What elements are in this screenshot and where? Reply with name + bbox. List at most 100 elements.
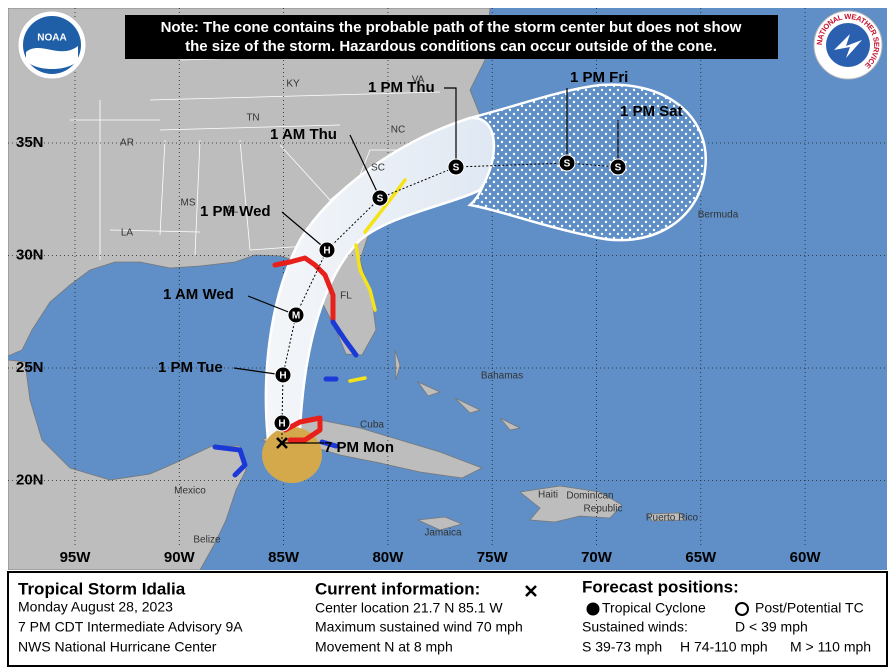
- region-label: Jamaica: [424, 528, 462, 539]
- region-label: Dominican: [566, 491, 613, 502]
- region-label: Bahamas: [481, 371, 523, 382]
- forecast-symbol: S: [615, 163, 622, 174]
- tropical-storm-warning: [319, 439, 339, 449]
- legend-post-symbol: [735, 602, 749, 616]
- legend-post: Post/Potential TC: [755, 600, 864, 616]
- land-mexico: [8, 359, 247, 570]
- forecast-point: [318, 241, 336, 259]
- current-line: Maximum sustained wind 70 mph: [315, 619, 523, 635]
- forecast-point: [273, 414, 291, 432]
- region-label: Republic: [584, 504, 623, 515]
- storm-line: NWS National Hurricane Center: [18, 639, 217, 655]
- forecast-track: 7 PM Mon H H 1 PM Tue M 1 AM Wed H 1 PM Wed S 1 A…: [158, 69, 683, 456]
- region-label: AL: [226, 205, 239, 216]
- hurricane-warning: [282, 415, 323, 443]
- label-leader: [444, 87, 457, 167]
- region-label: Bermuda: [698, 210, 739, 221]
- forecast-point: [371, 189, 389, 207]
- forecast-time: 1 AM Thu: [270, 126, 337, 143]
- legend-d: D < 39 mph: [735, 619, 808, 635]
- note-box: [125, 15, 778, 59]
- longitude-label: 65W: [685, 549, 717, 566]
- longitude-label: 75W: [477, 549, 509, 566]
- forecast-point: [558, 154, 576, 172]
- note-line: the size of the storm. Hazardous conditi…: [185, 38, 717, 55]
- legend-h: H 74-110 mph: [680, 639, 768, 655]
- forecast-symbol: M: [292, 311, 300, 322]
- region-label: Belize: [193, 535, 221, 546]
- land-puerto-rico: [647, 512, 687, 522]
- region-label: MS: [181, 198, 196, 209]
- legend-m: M > 110 mph: [790, 639, 871, 655]
- label-leader: [349, 134, 381, 199]
- info-panel: [7, 571, 888, 667]
- forecast-point: [447, 158, 465, 176]
- region-label: LA: [121, 228, 134, 239]
- latitude-label: 30N: [16, 246, 44, 263]
- storm-title: Tropical Storm Idalia: [18, 579, 186, 598]
- forecast-symbol: S: [453, 163, 460, 174]
- graticule: 35N 30N 25N 20N 95W 90W 85W 80W 75W 70W 65W 60W: [8, 8, 887, 566]
- forecast-symbol: H: [323, 246, 330, 257]
- tropical-storm-warning: [212, 444, 248, 478]
- region-label: AR: [120, 138, 134, 149]
- warnings: [212, 178, 407, 478]
- storm-line: 7 PM CDT Intermediate Advisory 9A: [18, 619, 243, 635]
- land-bahamas: [394, 349, 522, 431]
- note-line: Note: The cone contains the probable pat…: [161, 19, 742, 36]
- longitude-label: 90W: [164, 549, 196, 566]
- region-label: SC: [371, 163, 385, 174]
- latitude-label: 20N: [16, 471, 44, 488]
- tropical-storm-warning: [330, 319, 359, 358]
- region-label: TN: [246, 113, 259, 124]
- forecast-time: 1 PM Fri: [570, 69, 628, 86]
- forecast-time: 1 PM Wed: [200, 203, 271, 220]
- legend-s: S 39-73 mph: [582, 639, 662, 655]
- legend-winds: Sustained winds:: [582, 619, 688, 635]
- forecast-symbol: H: [278, 419, 285, 430]
- forecast-time: 1 PM Sat: [620, 103, 683, 120]
- forecast-time: 1 PM Tue: [158, 359, 223, 376]
- region-label: Puerto Rico: [646, 513, 699, 524]
- map-area: 35N 30N 25N 20N 95W 90W 85W 80W 75W 70W 65W 60W KY V…: [8, 8, 887, 570]
- forecast-symbol: S: [564, 159, 571, 170]
- longitude-label: 85W: [268, 549, 300, 566]
- noaa-logo: NOAA: [17, 10, 87, 80]
- forecast-time: 7 PM Mon: [324, 439, 394, 456]
- region-label: FL: [340, 291, 352, 302]
- longitude-label: 80W: [372, 549, 404, 566]
- legend-tropical: Tropical Cyclone: [602, 600, 706, 616]
- longitude-label: 70W: [581, 549, 613, 566]
- watch: [348, 376, 367, 383]
- region-label: KY: [286, 79, 300, 90]
- current-line: Center location 21.7 N 85.1 W: [315, 600, 503, 616]
- legend-title: Forecast positions:: [582, 577, 739, 596]
- storm-line: Monday August 28, 2023: [18, 599, 173, 615]
- region-label: NC: [391, 125, 405, 136]
- forecast-point: [287, 306, 305, 324]
- forecast-point: [609, 158, 627, 176]
- forecast-symbol: S: [377, 194, 384, 205]
- land-jamaica: [416, 516, 464, 531]
- current-line: Movement N at 8 mph: [315, 639, 453, 655]
- watch: [354, 243, 377, 312]
- legend-tropical-symbol: [586, 602, 600, 616]
- region-label: Mexico: [174, 486, 206, 497]
- current-title: Current information:: [315, 579, 480, 598]
- hurricane-warning: [272, 255, 336, 323]
- region-label: Haiti: [538, 490, 558, 501]
- current-symbol: [525, 585, 537, 597]
- region-label: VA: [412, 75, 425, 86]
- forecast-symbol: H: [279, 371, 286, 382]
- latitude-label: 25N: [16, 359, 44, 376]
- nws-logo: NATIONAL WEATHER SERVICE: [813, 10, 883, 80]
- label-leader: [281, 211, 328, 251]
- longitude-label: 95W: [60, 549, 92, 566]
- forecast-point: [274, 366, 292, 384]
- current-position: [276, 437, 288, 449]
- forecast-time: 1 AM Wed: [163, 286, 234, 303]
- longitude-label: 60W: [790, 549, 822, 566]
- cone-days-1-3: [264, 116, 496, 442]
- noaa-text: NOAA: [37, 33, 66, 44]
